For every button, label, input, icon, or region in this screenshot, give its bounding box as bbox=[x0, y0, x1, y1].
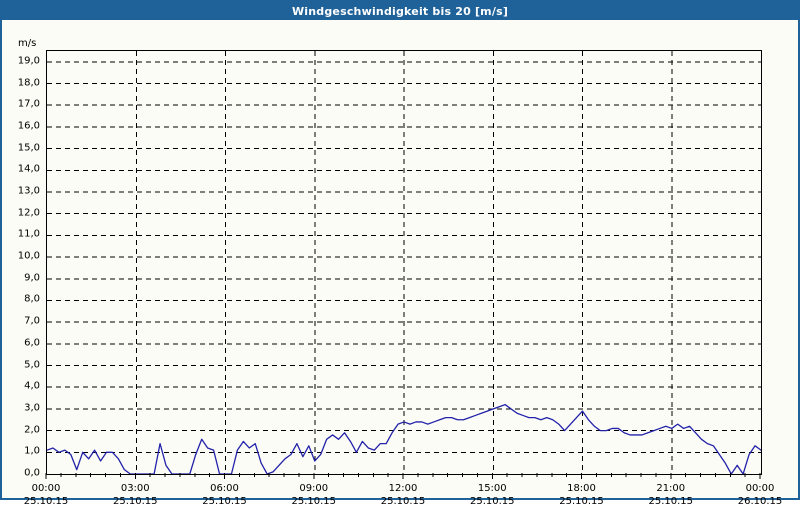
x-axis-tick-time: 18:00 bbox=[567, 483, 596, 494]
y-axis-tick-label: 17,0 bbox=[17, 98, 40, 110]
y-axis-tick-label: 4,0 bbox=[24, 380, 40, 392]
x-axis-labels: 00:00 25.10.15 03:00 25.10.15 06:00 25.10.15 0… bbox=[2, 20, 798, 507]
x-axis-tick-date: 25.10.15 bbox=[648, 496, 694, 507]
y-axis-unit-label: m/s bbox=[18, 38, 37, 49]
x-axis-tick-time: 15:00 bbox=[477, 483, 507, 494]
y-axis-tick-label: 11,0 bbox=[17, 228, 40, 240]
y-axis-tick-label: 7,0 bbox=[24, 315, 40, 327]
x-axis-tick-time: 12:00 bbox=[388, 483, 418, 494]
x-axis-tick-label: 06:00 25.10.15 bbox=[202, 482, 247, 508]
x-axis-tick-label: 00:00 25.10.15 bbox=[24, 482, 69, 508]
x-axis-tick-label: 21:00 25.10.15 bbox=[648, 482, 693, 508]
y-axis-labels: 0,0 1,0 2,0 3,0 4,0 5,0 6,0 7,0 8,0 9,0 10,0 11,0 12… bbox=[2, 20, 46, 520]
y-axis-tick-label: 0,0 bbox=[24, 467, 40, 479]
x-axis-tick-time: 09:00 bbox=[299, 483, 329, 494]
chart-canvas: m/s 0,0 1,0 2,0 3,0 4,0 5,0 6,0 7,0 8,0 9,0 10,0 11… bbox=[2, 20, 798, 507]
y-axis-tick-label: 12,0 bbox=[17, 207, 40, 219]
x-axis-tick-time: 06:00 bbox=[210, 483, 239, 494]
x-axis-tick-date: 25.10.15 bbox=[23, 496, 69, 507]
x-axis-tick-date: 25.10.15 bbox=[380, 496, 426, 507]
y-axis-tick-label: 15,0 bbox=[17, 142, 40, 154]
y-axis-tick-label: 10,0 bbox=[17, 250, 40, 262]
grid-lines bbox=[47, 51, 761, 474]
x-axis-tick-time: 00:00 bbox=[745, 483, 775, 494]
y-axis-tick-label: 19,0 bbox=[17, 55, 40, 67]
x-axis-tick-label: 12:00 25.10.15 bbox=[381, 482, 426, 508]
y-axis-tick-label: 2,0 bbox=[24, 424, 40, 436]
x-axis-tick-date: 25.10.15 bbox=[291, 496, 337, 507]
axis-ticks bbox=[45, 473, 761, 479]
x-axis-tick-label: 18:00 25.10.15 bbox=[559, 482, 604, 508]
x-axis-tick-label: 00:00 26.10.15 bbox=[738, 482, 783, 508]
y-axis-tick-label: 3,0 bbox=[24, 402, 40, 414]
x-axis-tick-date: 26.10.15 bbox=[737, 496, 783, 507]
y-axis-tick-label: 9,0 bbox=[24, 272, 40, 284]
x-axis-tick-date: 25.10.15 bbox=[202, 496, 247, 507]
x-axis-tick-date: 25.10.15 bbox=[112, 496, 158, 507]
window-title-bar: Windgeschwindigkeit bis 20 [m/s] bbox=[2, 2, 798, 20]
x-axis-tick-label: 15:00 25.10.15 bbox=[470, 482, 515, 508]
y-axis-tick-label: 5,0 bbox=[24, 359, 40, 371]
x-axis-tick-label: 09:00 25.10.15 bbox=[291, 482, 336, 508]
x-axis-tick-time: 21:00 bbox=[656, 483, 686, 494]
x-axis-tick-label: 03:00 25.10.15 bbox=[113, 482, 158, 508]
y-axis-tick-label: 6,0 bbox=[24, 337, 40, 349]
x-axis-tick-date: 25.10.15 bbox=[559, 496, 604, 507]
y-axis-tick-label: 14,0 bbox=[17, 163, 40, 175]
chart-window: Windgeschwindigkeit bis 20 [m/s] m/s 0,0… bbox=[0, 0, 800, 507]
page-title: Windgeschwindigkeit bis 20 [m/s] bbox=[291, 4, 509, 18]
x-axis-tick-date: 25.10.15 bbox=[469, 496, 515, 507]
y-axis-tick-label: 13,0 bbox=[17, 185, 40, 197]
y-axis-tick-label: 8,0 bbox=[24, 293, 40, 305]
y-axis-tick-label: 1,0 bbox=[24, 445, 40, 457]
plot-area bbox=[46, 50, 762, 475]
y-axis-tick-label: 18,0 bbox=[17, 77, 40, 89]
y-axis-tick-label: 16,0 bbox=[17, 120, 40, 132]
data-series-line bbox=[47, 403, 761, 474]
x-axis-tick-time: 03:00 bbox=[120, 483, 150, 494]
x-axis-tick-time: 00:00 bbox=[31, 483, 61, 494]
